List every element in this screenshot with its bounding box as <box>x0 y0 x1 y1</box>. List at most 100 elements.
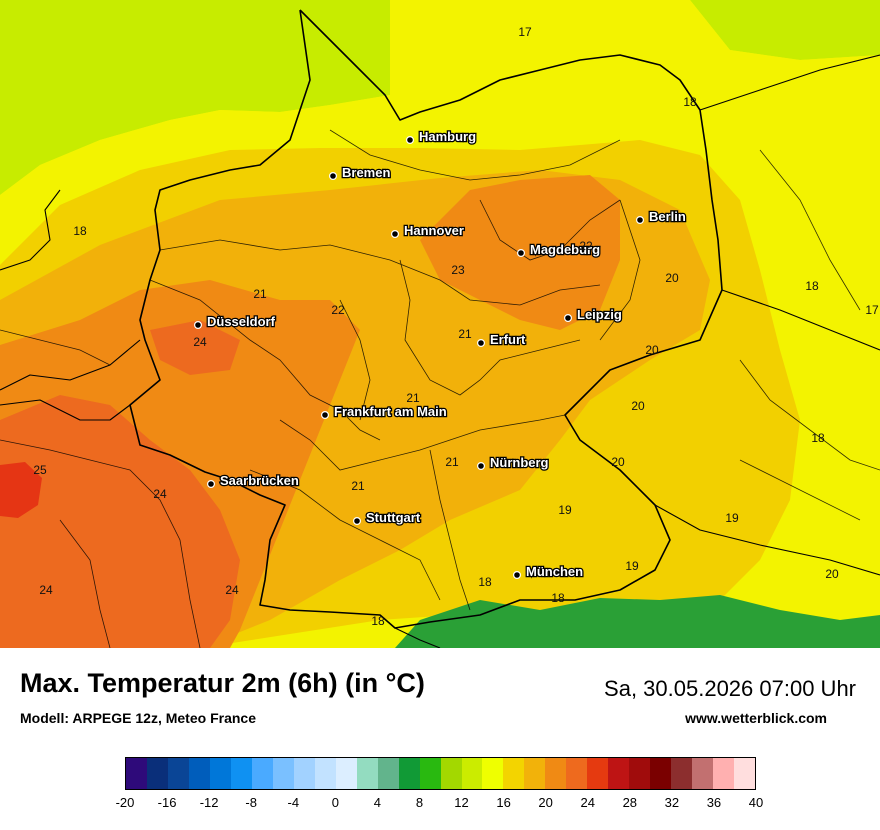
temperature-value: 23 <box>451 263 465 277</box>
legend-swatch <box>650 758 672 789</box>
temperature-value: 20 <box>631 399 645 413</box>
legend-swatch <box>398 758 420 789</box>
sea-zone <box>0 0 880 195</box>
legend-tick: 0 <box>331 795 339 810</box>
legend-swatch <box>440 758 462 789</box>
city-dot <box>635 216 644 225</box>
temperature-value: 21 <box>351 479 365 493</box>
state-borders <box>0 129 880 648</box>
temperature-value-labels: 17 18 18 22 23 20 18 17 21 22 24 21 20 21 20 18 25 21 20 24… <box>33 25 879 628</box>
legend-tick: -16 <box>157 795 177 810</box>
legend-tick: 16 <box>496 795 511 810</box>
temperature-value: 22 <box>579 239 593 253</box>
temperature-value: 24 <box>225 583 239 597</box>
temperature-value: 19 <box>625 559 639 573</box>
isotherm-24-zone <box>0 320 240 648</box>
city-label: Düsseldorf <box>207 314 276 329</box>
legend-swatch <box>188 758 210 789</box>
temperature-value: 20 <box>611 455 625 469</box>
temperature-value: 18 <box>551 591 565 605</box>
temperature-value: 20 <box>665 271 679 285</box>
city-label: Nürnberg <box>490 455 549 470</box>
legend-swatch <box>230 758 252 789</box>
legend-swatch <box>503 758 525 789</box>
legend-swatch <box>734 758 756 789</box>
legend-swatch <box>629 758 651 789</box>
city-dot <box>194 321 203 330</box>
city-dot <box>353 516 362 525</box>
legend-swatch <box>671 758 693 789</box>
legend-swatch <box>356 758 378 789</box>
city-label: Stuttgart <box>366 510 421 525</box>
legend-tick-labels: -20 -16 -12 -8 -4 0 4 8 12 16 20 24 28 32 36 40 <box>116 795 764 811</box>
city-label: Hannover <box>404 223 464 238</box>
legend-tick: 40 <box>748 795 764 810</box>
temperature-value: 21 <box>445 455 459 469</box>
temperature-value: 18 <box>683 95 697 109</box>
map-title: Max. Temperatur 2m (6h) (in °C) <box>20 668 425 698</box>
model-source: Modell: ARPEGE 12z, Meteo France <box>20 710 256 726</box>
valid-datetime: Sa, 30.05.2026 07:00 Uhr <box>604 676 856 701</box>
city-dot <box>563 314 572 323</box>
legend-swatch <box>419 758 441 789</box>
map-footer: Max. Temperatur 2m (6h) (in °C) Modell: … <box>0 648 880 830</box>
legend-tick: 12 <box>454 795 469 810</box>
city-label: Leipzig <box>577 307 622 322</box>
city-dot <box>321 411 330 420</box>
legend-tick: 28 <box>622 795 638 810</box>
alpine-cool-zone <box>395 595 880 648</box>
legend-tick: 36 <box>706 795 722 810</box>
temperature-value: 19 <box>725 511 739 525</box>
legend-swatch <box>461 758 483 789</box>
legend-swatch <box>272 758 294 789</box>
temperature-value: 20 <box>645 343 659 357</box>
temperature-value: 22 <box>331 303 345 317</box>
temperature-value: 18 <box>478 575 492 589</box>
city-dot <box>477 339 486 348</box>
color-scale-legend <box>125 757 756 790</box>
temperature-value: 25 <box>33 463 47 477</box>
city-label: Frankfurt am Main <box>334 404 447 419</box>
city-dot <box>477 462 486 471</box>
temperature-value: 18 <box>811 431 825 445</box>
temperature-value: 18 <box>805 279 819 293</box>
temperature-value: 20 <box>825 567 839 581</box>
legend-swatch <box>251 758 273 789</box>
legend-swatch <box>545 758 567 789</box>
legend-swatch <box>167 758 189 789</box>
legend-tick: -20 <box>115 795 135 810</box>
legend-swatch <box>566 758 588 789</box>
isotherm-26-zone <box>0 462 42 518</box>
city-dot <box>512 570 521 579</box>
legend-swatch <box>314 758 336 789</box>
legend-swatch <box>524 758 546 789</box>
legend-swatch <box>482 758 504 789</box>
legend-swatch <box>692 758 714 789</box>
temperature-value: 19 <box>558 503 572 517</box>
legend-tick: 24 <box>580 795 595 810</box>
city-label: Berlin <box>649 209 686 224</box>
weather-map: Hamburg Bremen Berlin Hannover Magdeburg Leip… <box>0 0 880 648</box>
legend-tick: -12 <box>199 795 219 810</box>
temperature-value: 24 <box>39 583 53 597</box>
temperature-value: 24 <box>153 487 167 501</box>
temperature-value: 21 <box>458 327 472 341</box>
temperature-value: 18 <box>73 224 87 238</box>
legend-swatch <box>293 758 315 789</box>
city-label: Hamburg <box>419 129 476 144</box>
temperature-value: 17 <box>865 303 879 317</box>
temperature-value: 18 <box>371 614 385 628</box>
website-link[interactable]: www.wetterblick.com <box>685 710 827 726</box>
city-dot <box>516 249 525 258</box>
legend-swatch <box>126 758 147 789</box>
legend-swatch <box>377 758 399 789</box>
city-dot <box>207 480 216 489</box>
city-label: München <box>526 564 583 579</box>
legend-swatch <box>608 758 630 789</box>
legend-swatch <box>146 758 168 789</box>
city-dot <box>329 172 338 181</box>
temperature-value: 21 <box>406 391 420 405</box>
city-label: Erfurt <box>490 332 526 347</box>
city-dot <box>406 136 415 145</box>
legend-tick: -4 <box>287 795 300 810</box>
